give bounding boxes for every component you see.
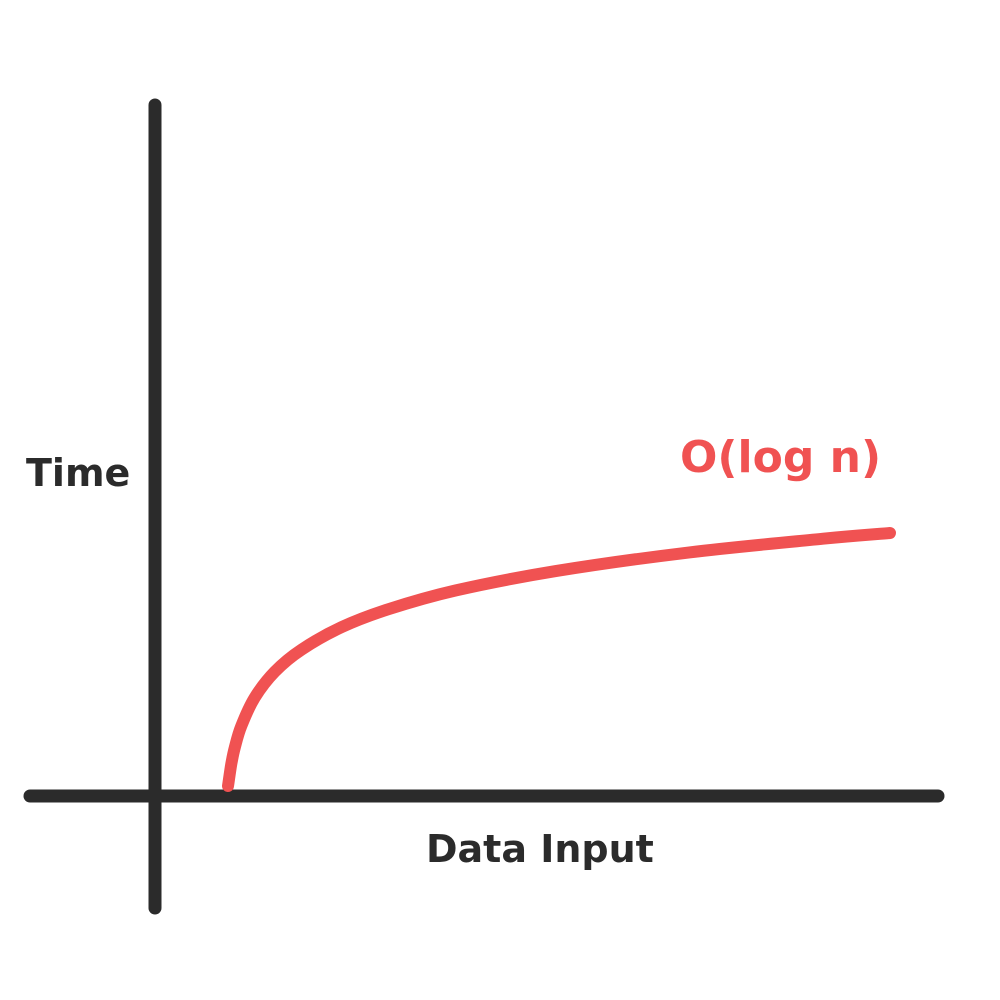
y-axis-label: Time bbox=[26, 451, 130, 495]
series-line-o-log-n bbox=[222, 527, 896, 792]
series-label: O(log n) bbox=[680, 432, 881, 483]
x-axis-label: Data Input bbox=[426, 827, 654, 871]
